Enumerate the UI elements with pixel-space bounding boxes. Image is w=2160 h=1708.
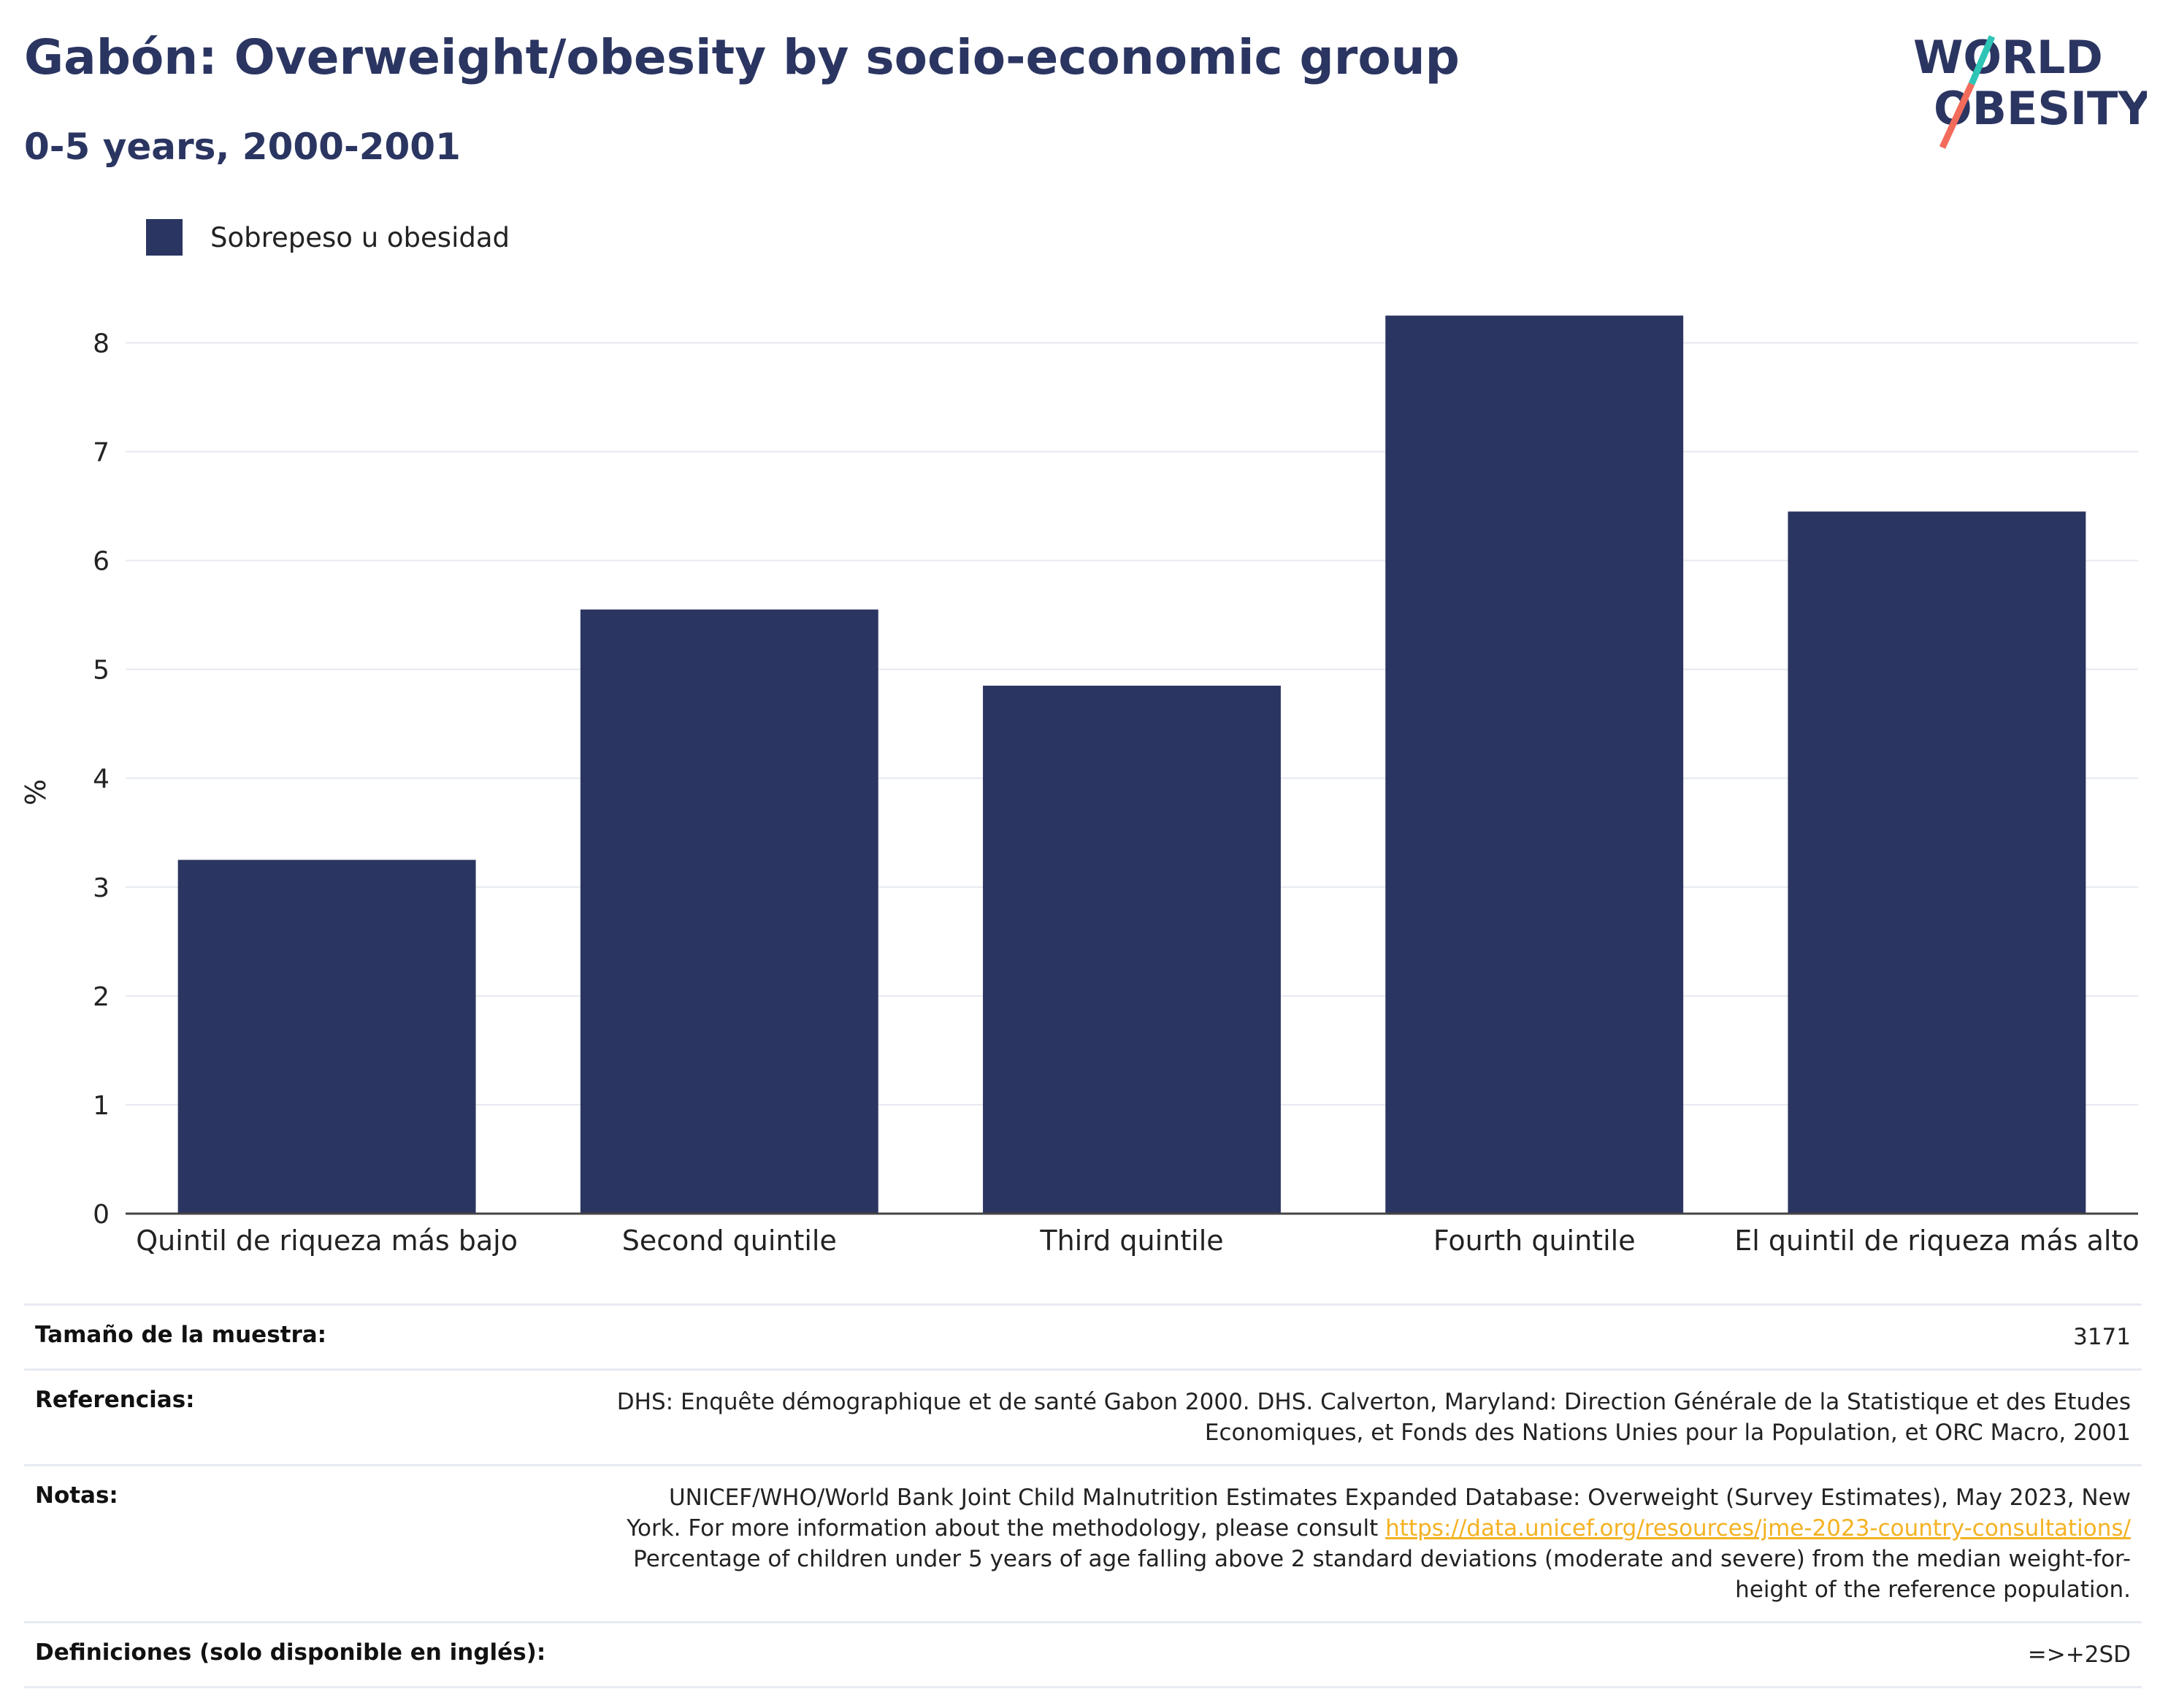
notes-line-1: UNICEF/WHO/World Bank Joint Child Malnut… xyxy=(668,1485,2131,1511)
axes: 0 1 2 3 4 5 6 7 8 Quintil de riqueza más bajo Seco… xyxy=(93,329,2140,1257)
bar[interactable] xyxy=(580,609,878,1214)
info-row-definitions: Definiciones (solo disponible en inglés)… xyxy=(24,1621,2142,1688)
logo-slash-coral xyxy=(1939,83,1975,149)
notes-value: UNICEF/WHO/World Bank Joint Child Malnut… xyxy=(627,1482,2131,1605)
y-tick-label: 3 xyxy=(93,873,110,903)
world-obesity-logo: WORLD OBESITY xyxy=(1913,31,2147,149)
info-table: Tamaño de la muestra: 3171 Referencias: … xyxy=(24,1303,2142,1688)
bar[interactable] xyxy=(1385,315,1684,1214)
notes-line-4: height of the reference population. xyxy=(1735,1577,2131,1603)
sample-label: Tamaño de la muestra: xyxy=(35,1322,327,1348)
methodology-link[interactable]: https://data.unicef.org/resources/jme-20… xyxy=(1385,1515,2131,1542)
notes-line-2-prefix: York. For more information about the met… xyxy=(627,1515,1379,1542)
y-tick-label: 2 xyxy=(93,982,110,1012)
x-tick-label: Quintil de riqueza más bajo xyxy=(136,1225,518,1257)
chart-subtitle: 0-5 years, 2000-2001 xyxy=(24,126,461,168)
chart-title: Gabón: Overweight/obesity by socio-econo… xyxy=(24,29,1460,85)
references-line-2: Economiques, et Fonds des Nations Unies … xyxy=(1204,1420,2131,1446)
references-value: DHS: Enquête démographique et de santé G… xyxy=(617,1387,2131,1448)
info-row-references: Referencias: DHS: Enquête démographique … xyxy=(24,1368,2142,1464)
notes-label: Notas: xyxy=(35,1482,118,1509)
logo-slash-teal xyxy=(1968,35,1996,85)
info-row-sample: Tamaño de la muestra: 3171 xyxy=(24,1303,2142,1368)
info-row-notes: Notas: UNICEF/WHO/World Bank Joint Child… xyxy=(24,1464,2142,1621)
bar[interactable] xyxy=(983,686,1281,1214)
references-line-1: DHS: Enquête démographique et de santé G… xyxy=(616,1389,2131,1415)
x-tick-label: Fourth quintile xyxy=(1433,1225,1636,1257)
legend-label: Sobrepeso u obesidad xyxy=(210,221,510,253)
legend[interactable]: Sobrepeso u obesidad xyxy=(146,215,510,259)
sample-value: 3171 xyxy=(2073,1324,2131,1350)
references-label: Referencias: xyxy=(35,1387,195,1413)
y-tick-label: 1 xyxy=(93,1091,110,1121)
logo-word-world: WORLD xyxy=(1913,31,2103,84)
y-tick-label: 5 xyxy=(93,656,110,686)
bar[interactable] xyxy=(1788,511,2086,1214)
x-tick-label: Second quintile xyxy=(622,1225,837,1257)
y-tick-label: 0 xyxy=(93,1200,110,1230)
definitions-value: =>+2SD xyxy=(2027,1642,2131,1668)
definitions-label: Definiciones (solo disponible en inglés)… xyxy=(35,1639,546,1666)
bar[interactable] xyxy=(177,859,476,1214)
y-axis-label: % xyxy=(20,779,52,805)
bar-chart: 0 1 2 3 4 5 6 7 8 Quintil de riqueza más bajo Seco… xyxy=(20,315,2140,1257)
bars xyxy=(177,315,2086,1214)
legend-swatch xyxy=(146,219,183,256)
y-tick-label: 7 xyxy=(93,438,110,468)
x-tick-label: Third quintile xyxy=(1039,1225,1223,1257)
notes-line-3: Percentage of children under 5 years of … xyxy=(633,1546,2131,1572)
y-tick-label: 4 xyxy=(93,765,110,794)
y-tick-label: 6 xyxy=(93,547,110,577)
x-tick-label: El quintil de riqueza más alto xyxy=(1734,1225,2139,1257)
notes-line-2: York. For more information about the met… xyxy=(627,1513,2131,1544)
y-tick-label: 8 xyxy=(93,329,110,359)
